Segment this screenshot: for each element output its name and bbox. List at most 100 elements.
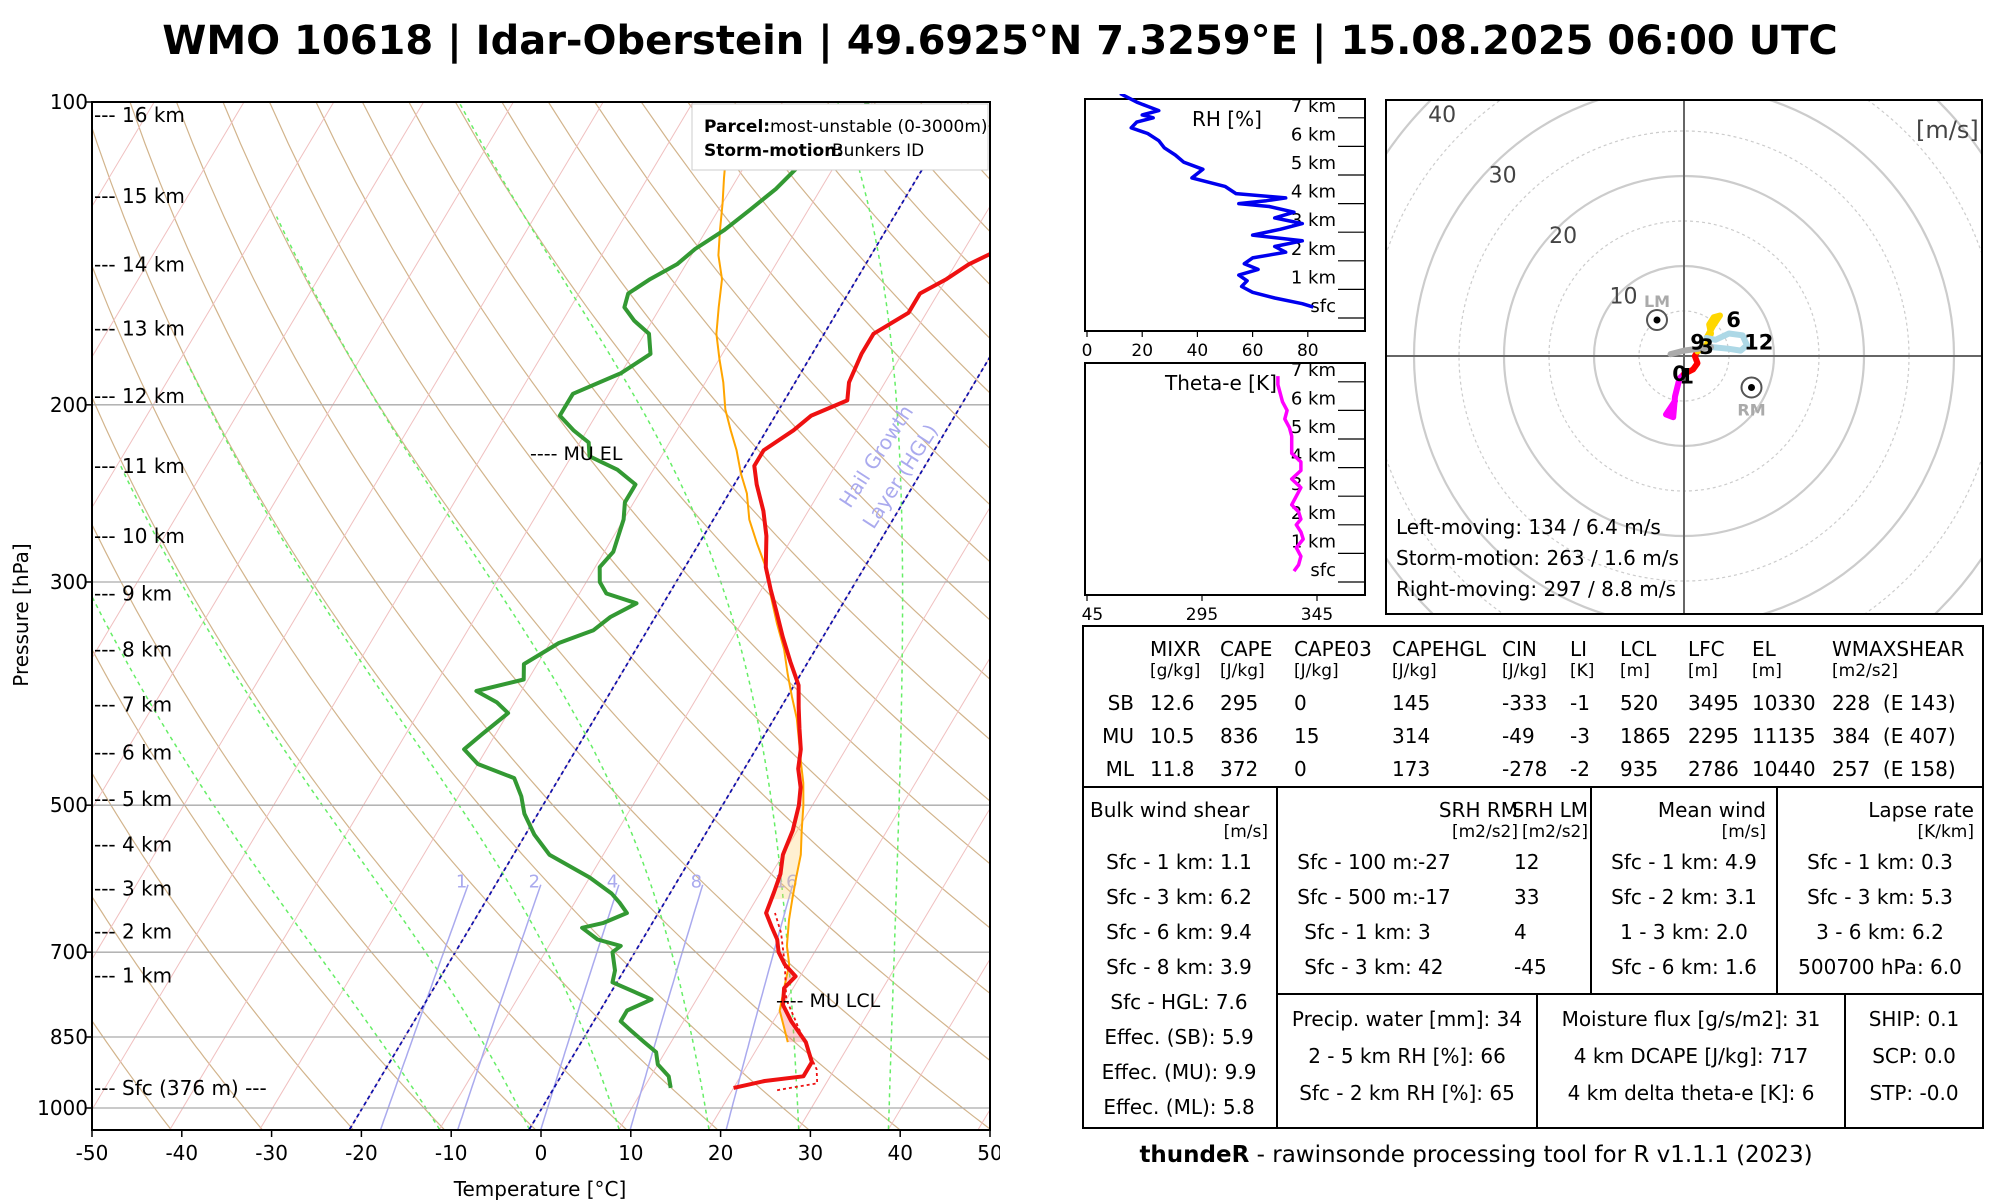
height-label-text: 1 km	[122, 963, 172, 987]
shear-title: Bulk wind shear	[1090, 798, 1250, 822]
height-dash: ---	[94, 920, 122, 944]
srh-row-label: Sfc - 100 m:	[1297, 850, 1419, 874]
param-value: 15	[1294, 724, 1320, 748]
moist-adiabat	[275, 216, 710, 1130]
hodo-height-label: 1	[1679, 365, 1694, 389]
height-dash: ---	[94, 692, 122, 716]
level-label: 2 km	[1291, 239, 1336, 260]
height-dash: ---	[94, 637, 122, 661]
hodo-note-lm: Left-moving: 134 / 6.4 m/s	[1396, 515, 1661, 539]
height-label-text: 4 km	[122, 832, 172, 856]
shear-row: Sfc - 3 km: 6.2	[1106, 885, 1252, 909]
hodo-segment	[1703, 330, 1750, 354]
height-label: --- 15 km	[94, 184, 185, 208]
height-dash: ---	[94, 252, 122, 276]
param-value: 0	[1294, 757, 1307, 781]
hodo-ring-label: 10	[1610, 285, 1638, 310]
rh-title: RH [%]	[1192, 107, 1262, 131]
x-tick-label: 30	[798, 1141, 823, 1165]
param-header: CIN	[1502, 637, 1537, 661]
param-header: CAPE	[1220, 637, 1273, 661]
height-label-text: 11 km	[122, 454, 185, 478]
param-value: 935	[1620, 757, 1659, 781]
dry-adiabat	[175, 102, 990, 1130]
hgl-isotherm	[528, 355, 990, 1130]
x-tick-label: -10	[435, 1141, 468, 1165]
isotherm	[92, 102, 425, 659]
level-label: 7 km	[1291, 360, 1336, 381]
dry-adiabat	[222, 102, 990, 1062]
dry-adiabat	[594, 102, 990, 563]
dry-adiabat	[129, 102, 900, 1130]
shear-row: Sfc - 1 km: 1.1	[1106, 850, 1252, 874]
isotherm	[528, 355, 990, 1130]
height-label-text: 13 km	[122, 317, 185, 341]
height-label: --- 14 km	[94, 252, 185, 276]
height-label-text: 6 km	[122, 740, 172, 764]
param-value: 295	[1220, 691, 1259, 715]
profile-line	[1276, 376, 1305, 573]
x-tick-label: 295	[1186, 605, 1218, 623]
x-tick-label: 80	[1297, 341, 1319, 359]
indices-panel: SHIP: 0.1 SCP: 0.0 STP: -0.0	[1844, 993, 1984, 1129]
hodo-segment	[1681, 348, 1701, 377]
chart-title: WMO 10618 | Idar-Oberstein | 49.6925°N 7…	[162, 18, 1838, 64]
height-label: --- 5 km	[94, 787, 172, 811]
moist-adiabat	[120, 465, 530, 1130]
virtual-temp-line	[774, 912, 819, 1092]
param-value: 10440	[1752, 757, 1816, 781]
level-label: 6 km	[1291, 388, 1336, 409]
hodo-height-label: 3	[1699, 335, 1714, 359]
lapse-rate-row: 3 - 6 km: 6.2	[1816, 920, 1944, 944]
height-label: --- 8 km	[94, 637, 172, 661]
moisture-row: Sfc - 2 km RH [%]: 65	[1299, 1081, 1515, 1105]
level-label: 5 km	[1291, 417, 1336, 438]
param-header: CAPE03	[1294, 637, 1372, 661]
mean-wind-unit: [m/s]	[1721, 822, 1766, 842]
param-value: 1865	[1620, 724, 1671, 748]
shear-row: Effec. (MU): 9.9	[1101, 1060, 1257, 1084]
isotherm	[169, 102, 784, 1130]
parcel-line	[715, 106, 805, 1043]
param-unit: [J/kg]	[1220, 661, 1265, 681]
param-value: 10330	[1752, 691, 1816, 715]
isotherm	[92, 102, 335, 509]
height-label: --- 2 km	[94, 920, 172, 944]
srh-lm-value: 12	[1514, 850, 1540, 874]
mean-wind-panel: Mean wind [m/s] Sfc - 1 km: 4.9 Sfc - 2 k…	[1590, 786, 1778, 995]
param-value: 11.8	[1150, 757, 1195, 781]
param-unit: [m]	[1620, 661, 1650, 681]
param-unit: [m]	[1688, 661, 1718, 681]
hodo-ring-label: 40	[1428, 103, 1456, 128]
height-dash: ---	[94, 876, 122, 900]
x-tick-label: 345	[1301, 605, 1333, 623]
height-label-text: 9 km	[122, 581, 172, 605]
srh-row-label: Sfc - 500 m:	[1297, 885, 1419, 909]
hodo-segment	[1667, 344, 1714, 358]
srh-unit-lm: [m2/s2]	[1521, 822, 1588, 842]
lapse-rate-panel: Lapse rate [K/km] Sfc - 1 km: 0.3 Sfc - 3…	[1776, 786, 1984, 995]
height-label: --- 4 km	[94, 832, 172, 856]
param-value: -2	[1570, 757, 1590, 781]
mean-wind-row: 1 - 3 km: 2.0	[1620, 920, 1748, 944]
rh-profile-chart: 7 km 6 km 5 km 4 km 3 km 2 km 1 km sfc 0 20 40 60 80…	[1082, 94, 1366, 359]
moist-adiabat	[184, 358, 620, 1130]
param-value: 520	[1620, 691, 1659, 715]
level-label: sfc	[1310, 296, 1336, 317]
param-unit: [m2/s2]	[1832, 661, 1899, 681]
height-label-text: 7 km	[122, 692, 172, 716]
mean-wind-row: Sfc - 2 km: 3.1	[1611, 885, 1757, 909]
mean-wind-row: Sfc - 1 km: 4.9	[1611, 850, 1757, 874]
storm-marker-label: RM	[1737, 401, 1765, 420]
dry-adiabat	[92, 395, 627, 1130]
param-value: 257 (E 158)	[1832, 757, 1956, 781]
theta-e-profile-chart: 7 km6 km5 km4 km3 km2 km1 kmsfc245295345…	[1080, 360, 1366, 623]
dry-adiabat	[408, 102, 990, 802]
param-value: 173	[1392, 757, 1431, 781]
x-tick-label: 60	[1242, 341, 1264, 359]
param-value: 2295	[1688, 724, 1739, 748]
isotherm	[92, 102, 514, 810]
height-dash: ---	[94, 581, 122, 605]
footer-text: - rawinsonde processing tool for R v1.1.…	[1249, 1142, 1813, 1168]
hodo-height-label: 6	[1726, 308, 1741, 332]
